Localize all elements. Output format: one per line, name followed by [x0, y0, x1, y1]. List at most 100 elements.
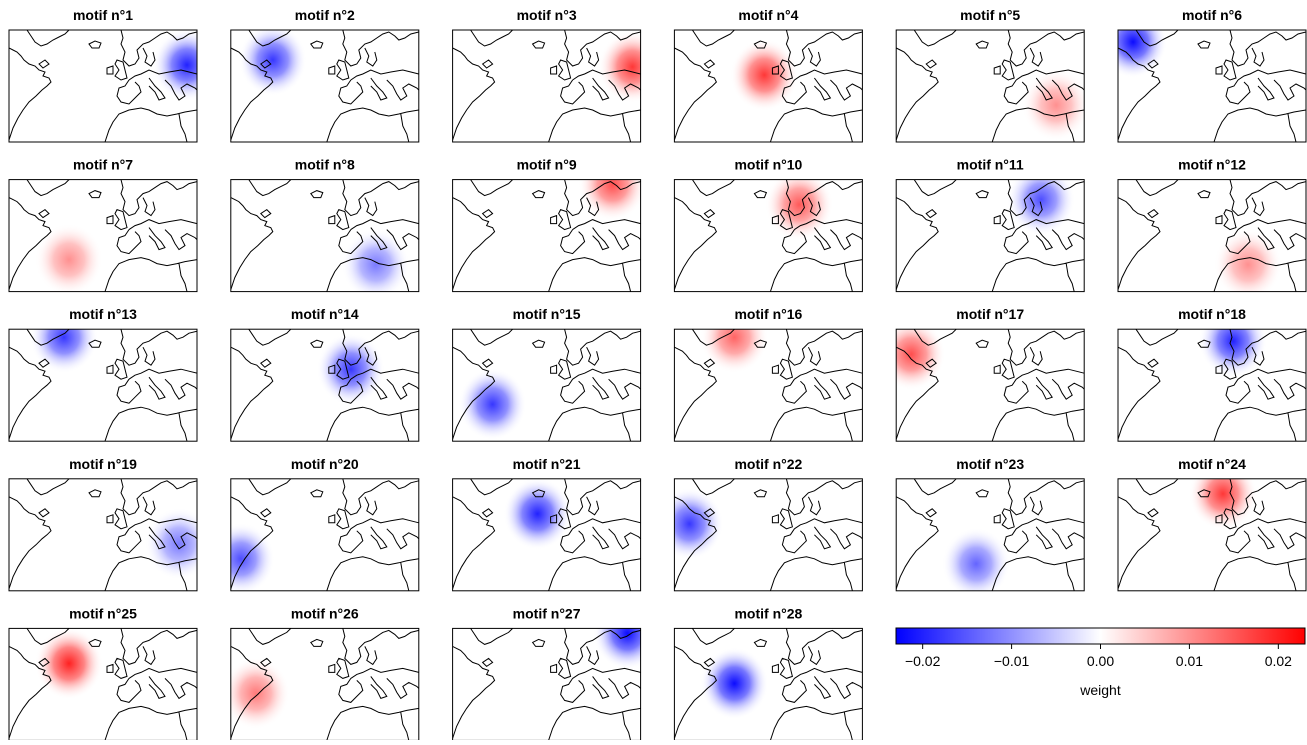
- panel-title: motif n°1: [73, 7, 133, 23]
- panel-frame: [8, 478, 198, 592]
- map-clip: [896, 179, 1085, 292]
- map-clip: [674, 179, 863, 292]
- panel-frame: [8, 328, 198, 442]
- weight-blob: [341, 228, 410, 292]
- panel-frame: [673, 29, 863, 143]
- map-panel: [230, 478, 420, 592]
- map-clip: [1118, 179, 1306, 292]
- map-clip: [1118, 478, 1306, 591]
- map-panel: [8, 478, 198, 592]
- panel-title: motif n°6: [1182, 7, 1242, 23]
- map-clip: [9, 628, 197, 741]
- colorbar-tick-label: −0.02: [905, 653, 941, 669]
- map-clip: [674, 478, 863, 591]
- map-clip: [9, 30, 197, 142]
- weight-blob: [765, 179, 834, 241]
- map-clip: [896, 30, 1085, 142]
- map-clip: [452, 478, 641, 591]
- weight-blob: [35, 223, 103, 292]
- weight-blob: [674, 487, 724, 560]
- panel-title: motif n°13: [69, 306, 137, 322]
- map-panel: [452, 29, 642, 143]
- weight-blob: [503, 478, 572, 550]
- panel-title: motif n°25: [69, 605, 137, 621]
- panel-title: motif n°28: [734, 605, 802, 621]
- panel-title: motif n°10: [734, 157, 802, 173]
- map-clip: [896, 478, 1085, 591]
- weight-blob: [144, 507, 197, 580]
- panel-frame: [895, 478, 1085, 592]
- panel-frame: [673, 179, 863, 293]
- weight-blob: [35, 628, 103, 700]
- map-panel: [8, 29, 198, 143]
- weight-blob: [1007, 179, 1076, 236]
- panel-frame: [8, 29, 198, 143]
- map-panel: [230, 29, 420, 143]
- map-panel: [673, 627, 863, 741]
- map-clip: [452, 30, 641, 142]
- weight-blob: [730, 39, 799, 112]
- map-panel: [8, 627, 198, 741]
- panel-frame: [452, 179, 642, 293]
- panel-title: motif n°8: [295, 157, 355, 173]
- weight-blob: [700, 647, 769, 720]
- colorbar-tick-label: 0.00: [1087, 653, 1114, 669]
- map-clip: [896, 329, 1085, 442]
- map-panel: [230, 179, 420, 293]
- colorbar-scale: [895, 627, 1306, 645]
- panel-frame: [8, 179, 198, 293]
- weight-blob: [1188, 478, 1257, 530]
- weight-blob: [1118, 30, 1168, 78]
- map-panel: [895, 478, 1085, 592]
- map-panel: [1117, 29, 1307, 143]
- map-panel: [673, 478, 863, 592]
- panel-frame: [452, 328, 642, 442]
- map-panel: [1117, 328, 1307, 442]
- panel-frame: [1117, 328, 1307, 442]
- panel-title: motif n°24: [1178, 456, 1246, 472]
- map-panel: [673, 179, 863, 293]
- panel-title: motif n°27: [513, 605, 581, 621]
- weight-blob: [152, 30, 197, 102]
- map-panel: [1117, 179, 1307, 293]
- map-background: [9, 628, 197, 741]
- colorbar-tick-label: 0.01: [1176, 653, 1203, 669]
- weight-blob: [942, 527, 1011, 591]
- panel-title: motif n°22: [734, 456, 802, 472]
- map-panel: [230, 328, 420, 442]
- map-clip: [674, 628, 863, 741]
- colorbar-tick-label: −0.01: [994, 653, 1030, 669]
- colorbar: −0.02 −0.01 0.00 0.01 0.02 weight: [895, 627, 1306, 698]
- map-panel: [8, 179, 198, 293]
- map-panel: [8, 328, 198, 442]
- panel-frame: [895, 328, 1085, 442]
- map-clip: [9, 329, 197, 442]
- panel-title: motif n°15: [513, 306, 581, 322]
- panel-frame: [895, 179, 1085, 293]
- weight-blob: [30, 329, 98, 374]
- panel-title: motif n°2: [295, 7, 355, 23]
- weight-blob: [593, 628, 641, 670]
- map-clip: [9, 179, 197, 292]
- panel-title: motif n°17: [956, 306, 1024, 322]
- weight-blob: [316, 333, 385, 406]
- map-clip: [1118, 329, 1306, 442]
- panel-title: motif n°21: [513, 456, 581, 472]
- colorbar-tick-label: 0.02: [1265, 653, 1292, 669]
- map-panel: [1117, 478, 1307, 592]
- panel-title: motif n°19: [69, 456, 137, 472]
- map-clip: [230, 179, 419, 292]
- map-clip: [452, 628, 641, 741]
- panel-frame: [1117, 179, 1307, 293]
- map-panel: [452, 328, 642, 442]
- map-panel: [673, 29, 863, 143]
- panel-title: motif n°5: [960, 7, 1020, 23]
- panel-title: motif n°9: [517, 157, 577, 173]
- map-clip: [230, 628, 419, 741]
- weight-blob: [230, 657, 290, 730]
- panel-frame: [452, 29, 642, 143]
- colorbar-label: weight: [1079, 682, 1121, 698]
- panel-frame: [230, 179, 420, 293]
- panel-title: motif n°16: [734, 306, 802, 322]
